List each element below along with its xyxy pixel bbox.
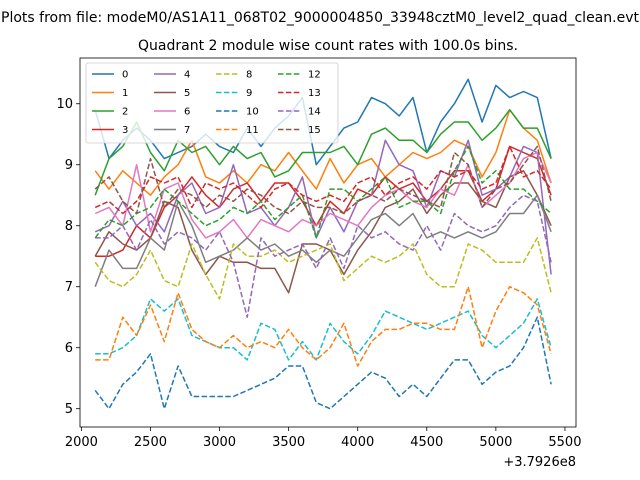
x-offset-label: +3.7926e8 (503, 455, 576, 470)
x-tick-label: 4500 (410, 435, 443, 450)
axes-frame (79, 57, 577, 428)
series-line-2 (94, 109, 552, 196)
x-tick-label: 5500 (548, 435, 581, 450)
series-line-15 (94, 145, 552, 215)
legend-label-12: 12 (308, 70, 321, 81)
legend-label-8: 8 (246, 70, 252, 81)
legend-box (85, 62, 339, 144)
x-tick-label: 2500 (134, 435, 167, 450)
legend-label-11: 11 (246, 125, 259, 136)
series-line-4 (94, 139, 552, 275)
legend-label-7: 7 (184, 125, 190, 136)
y-tick-label: 7 (65, 280, 73, 295)
legend-label-9: 9 (246, 88, 252, 99)
y-tick-label: 10 (56, 97, 73, 112)
series-line-8 (94, 237, 552, 300)
y-tick-label: 5 (65, 402, 73, 417)
legend-label-3: 3 (122, 125, 128, 136)
series-line-1 (94, 109, 552, 196)
series-line-10 (94, 316, 552, 410)
legend-label-1: 1 (122, 88, 128, 99)
figure-suptitle: Plots from file: modeM0/AS1A11_068T02_90… (1, 10, 639, 26)
series-line-14 (95, 194, 552, 318)
series-line-13 (94, 145, 552, 215)
legend-label-5: 5 (184, 88, 190, 99)
legend-label-14: 14 (308, 107, 321, 118)
series-line-7 (94, 194, 552, 287)
legend-label-15: 15 (308, 125, 321, 136)
y-tick-label: 6 (65, 341, 73, 356)
x-tick-label: 5000 (479, 435, 512, 450)
series-line-12 (94, 145, 552, 239)
legend-label-10: 10 (246, 107, 259, 118)
x-tick-label: 3500 (272, 435, 305, 450)
legend-label-2: 2 (122, 107, 128, 118)
x-tick-label: 4000 (341, 435, 374, 450)
x-tick-label: 3000 (203, 435, 236, 450)
y-tick-label: 8 (65, 219, 73, 234)
series-line-9 (95, 298, 552, 361)
legend-label-13: 13 (308, 88, 321, 99)
y-tick-label: 9 (65, 158, 73, 173)
legend-label-0: 0 (122, 70, 128, 81)
plot-area: 2000 2500 3000 3500 4000 4500 5000 5500 5 6 7 8 9 10 0… (56, 57, 581, 450)
legend-label-6: 6 (184, 107, 190, 118)
chart-title: Quadrant 2 module wise count rates with … (138, 38, 518, 54)
x-tick-label: 2000 (65, 435, 98, 450)
legend-label-4: 4 (184, 70, 190, 81)
